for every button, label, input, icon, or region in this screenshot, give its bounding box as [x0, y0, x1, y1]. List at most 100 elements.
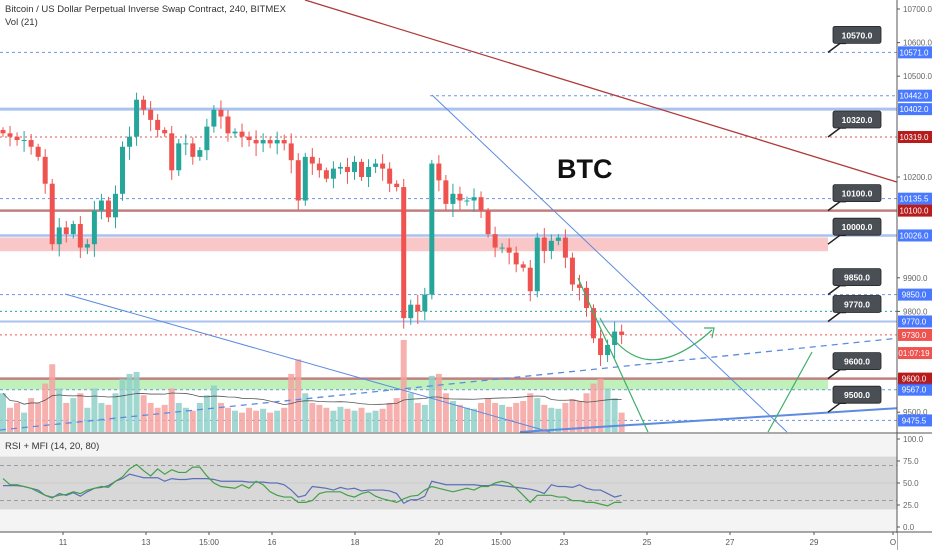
candle-body	[598, 338, 604, 356]
candle-body	[619, 331, 625, 335]
candle-body	[302, 156, 308, 201]
price-tag	[898, 328, 932, 341]
candle-body	[204, 126, 210, 151]
candle-body	[98, 200, 104, 211]
price-tick-label: 9500.0	[903, 408, 928, 417]
time-tick-label: 25	[643, 538, 652, 547]
trend-line	[519, 407, 901, 433]
rsi-line	[3, 473, 622, 505]
price-tick-label: 10600.0	[903, 39, 932, 48]
volume-indicator-label: Vol (21)	[5, 17, 38, 28]
price-tag-label: 9600.0	[902, 375, 927, 384]
volume-bar	[506, 406, 513, 432]
candle-body	[471, 197, 477, 201]
price-tick-label: 9900.0	[903, 274, 928, 283]
volume-bar	[35, 402, 42, 432]
candle-body	[21, 140, 27, 142]
candle-body	[148, 109, 154, 120]
candle-body	[366, 166, 372, 177]
volume-bar	[182, 407, 189, 432]
volume-bar	[583, 393, 590, 432]
candle-body	[91, 210, 97, 245]
candle-body	[28, 140, 34, 147]
candle-body	[330, 168, 336, 179]
candle-body	[527, 267, 533, 292]
candle-body	[323, 170, 329, 179]
volume-bar	[456, 404, 463, 432]
callout-box	[832, 295, 882, 313]
candle-body	[105, 200, 111, 218]
price-tag	[898, 204, 932, 217]
price-tag	[898, 89, 932, 102]
price-tag-label: 10135.5	[900, 195, 929, 204]
volume-bar	[154, 407, 161, 432]
callout-label: 9500.0	[844, 390, 870, 400]
volume-bar	[126, 373, 133, 432]
volume-bar	[14, 402, 21, 432]
candle-body	[141, 99, 147, 110]
volume-bar	[597, 378, 604, 432]
volume-bar	[260, 408, 267, 432]
candle-body	[337, 166, 343, 169]
volume-bar	[421, 404, 428, 432]
price-tag	[898, 229, 932, 242]
price-tag	[898, 347, 932, 360]
candle-body	[464, 200, 470, 202]
callout-box	[832, 352, 882, 371]
candle-body	[344, 166, 350, 172]
candle-body	[155, 119, 161, 130]
candle-body	[562, 237, 568, 258]
callout-label: 10570.0	[842, 30, 873, 40]
volume-bar	[70, 398, 77, 432]
price-tag-label: 9770.0	[902, 317, 927, 326]
time-tick-label: 11	[59, 538, 68, 547]
volume-bar	[203, 395, 210, 432]
price-tag	[898, 315, 932, 328]
candle-body	[211, 109, 217, 127]
candle-body	[134, 99, 140, 137]
candle-body	[281, 140, 287, 144]
volume-bar	[119, 378, 126, 432]
rsi-tick-label: 100.0	[903, 435, 924, 444]
candle-body	[246, 136, 252, 141]
candle-body	[0, 129, 6, 134]
trend-line	[431, 94, 788, 433]
volume-bar	[105, 404, 112, 432]
volume-bar	[133, 371, 140, 432]
candle-body	[380, 163, 386, 169]
volume-bar	[224, 407, 231, 432]
candle-body	[513, 252, 519, 265]
volume-bar	[0, 393, 6, 432]
candle-body	[120, 146, 126, 194]
candle-body	[267, 140, 273, 144]
price-tag	[898, 288, 932, 301]
volume-bar	[330, 410, 337, 432]
candle-body	[576, 284, 582, 288]
time-tick-label: 20	[435, 538, 444, 547]
volume-bar	[604, 388, 611, 432]
candle-body	[183, 143, 189, 145]
arrow-icon	[704, 327, 715, 339]
candle-body	[359, 161, 365, 177]
volume-bar	[288, 373, 295, 432]
price-tag-label: 9567.0	[902, 386, 927, 395]
price-tag	[898, 383, 932, 396]
volume-bar	[386, 402, 393, 432]
candle-body	[162, 129, 168, 134]
volume-bar	[478, 402, 485, 432]
volume-bar	[485, 398, 492, 432]
candle-body	[450, 193, 456, 204]
volume-bar	[492, 402, 499, 432]
candle-body	[394, 183, 400, 188]
volume-bar	[161, 404, 168, 432]
volume-bar	[239, 412, 246, 432]
volume-bar	[274, 410, 281, 432]
volume-bar	[449, 401, 456, 432]
candle-body	[253, 140, 259, 144]
volume-bar	[442, 393, 449, 432]
candle-body	[218, 109, 224, 117]
volume-bar	[196, 402, 203, 432]
volume-bar	[217, 402, 224, 432]
volume-bar	[618, 412, 625, 432]
